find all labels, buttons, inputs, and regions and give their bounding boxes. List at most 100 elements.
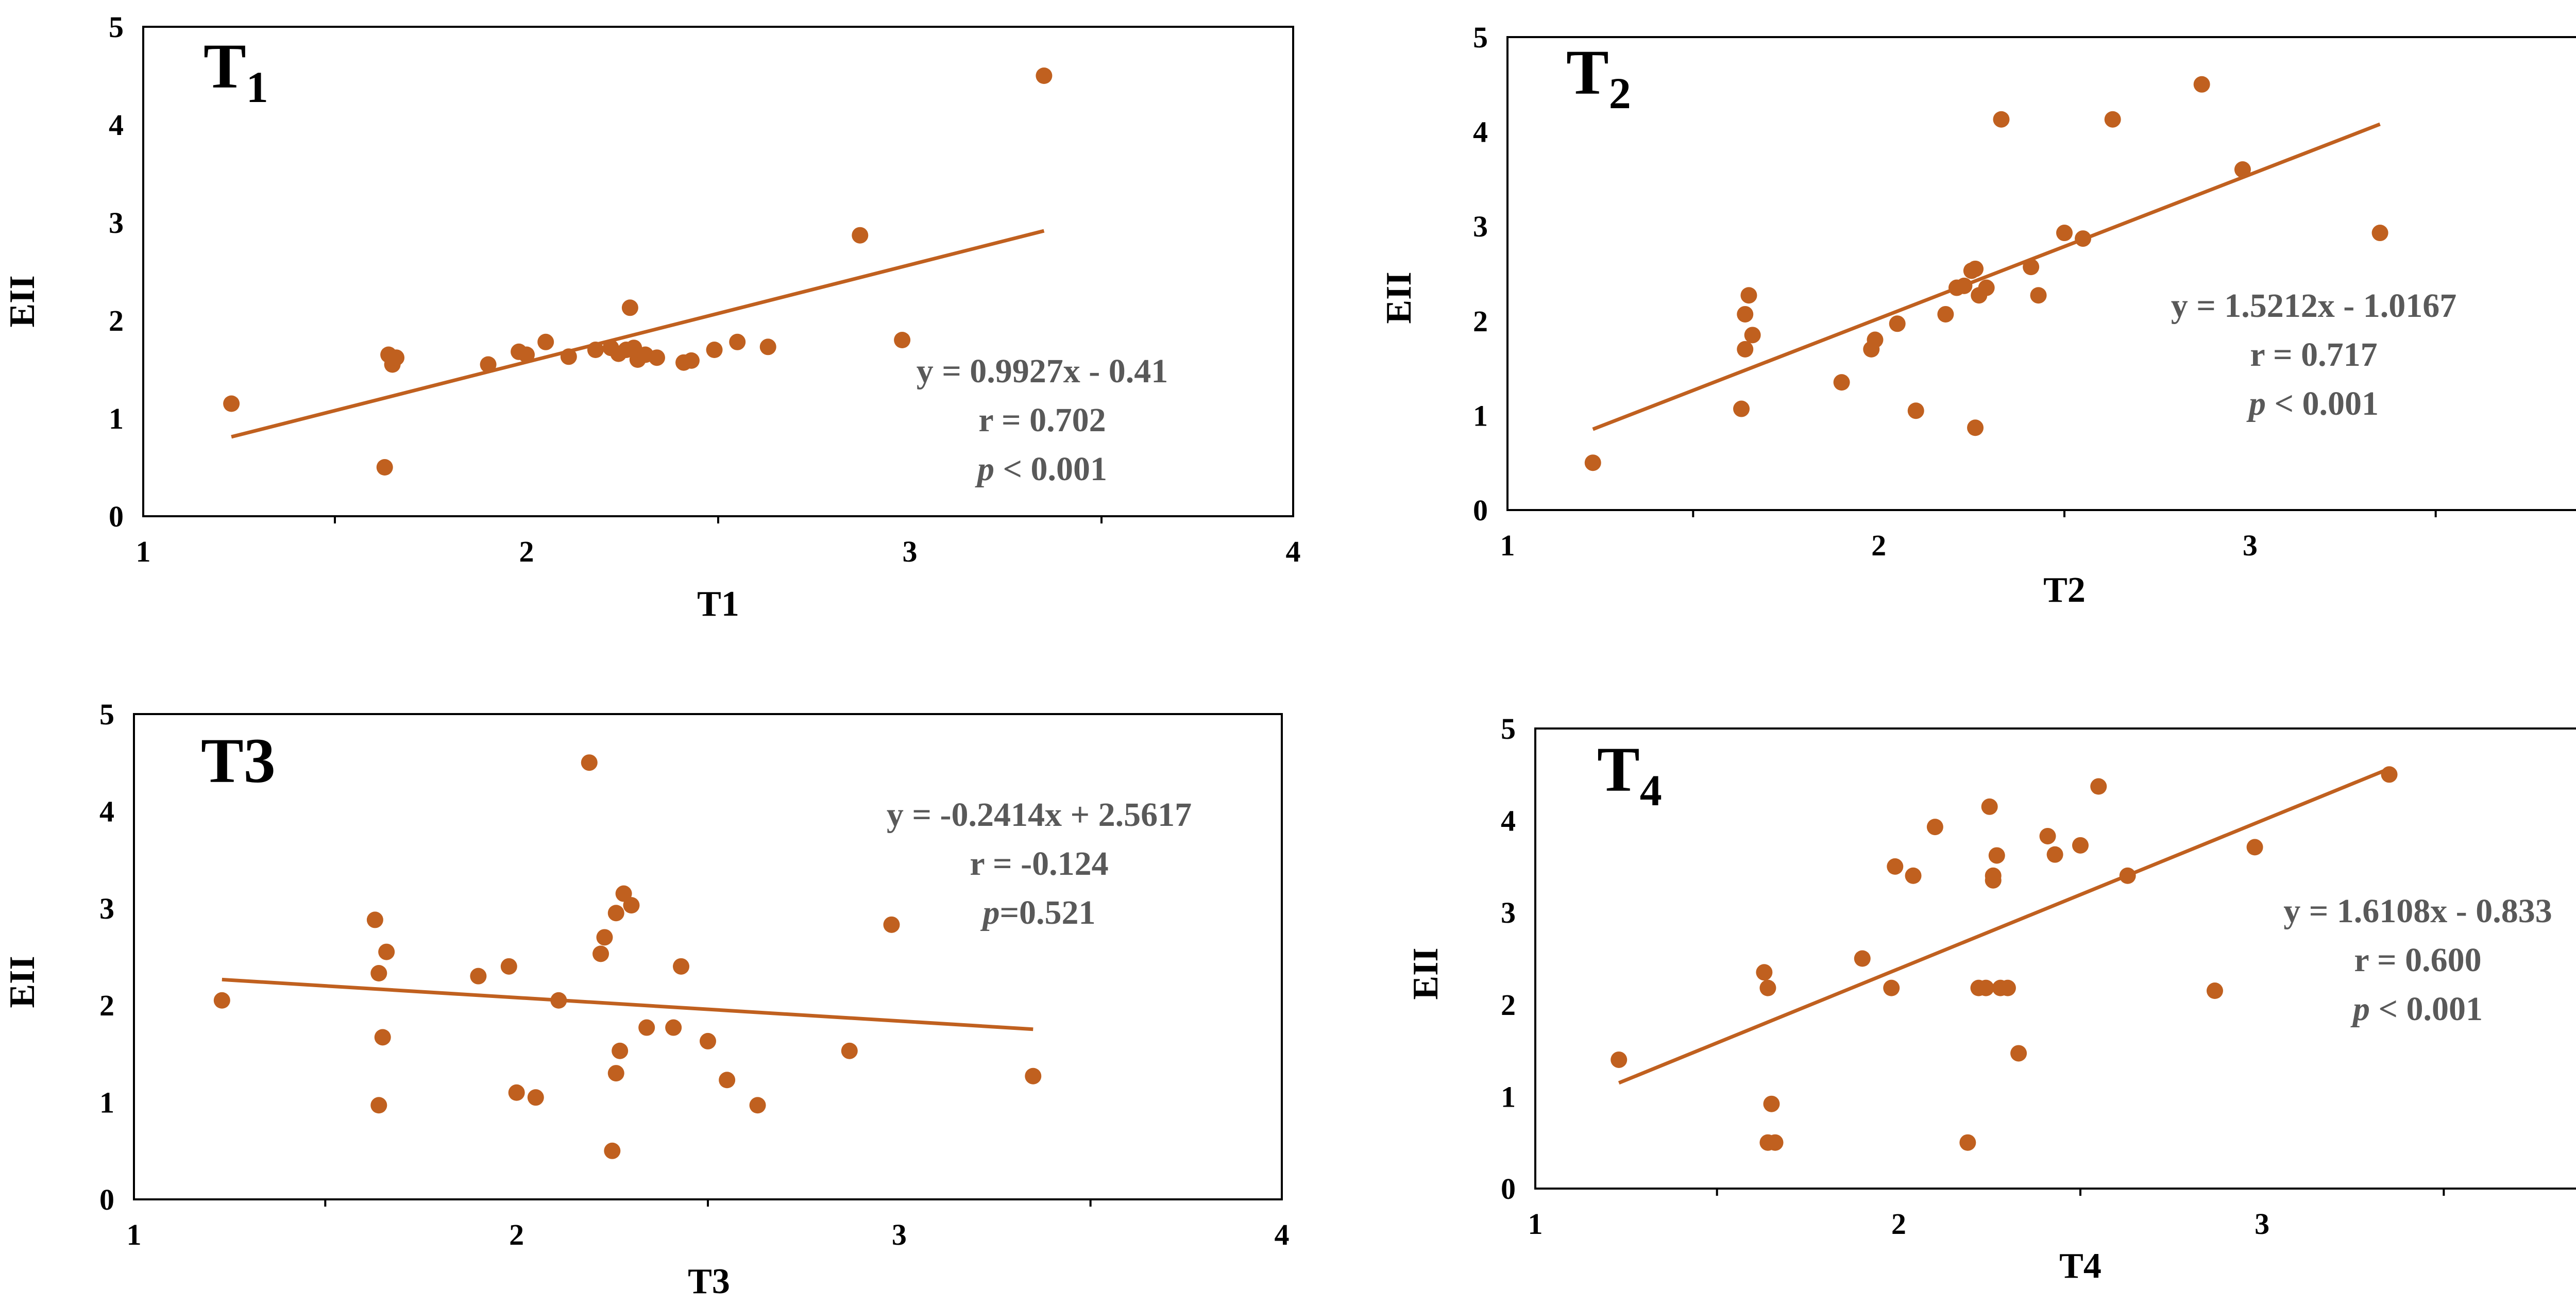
plot-area-frame (133, 713, 1283, 1200)
y-axis-title: EII (3, 956, 42, 1008)
data-point (1978, 279, 1995, 296)
x-tick-label: 1 (1500, 529, 1515, 562)
x-axis-title: T3 (688, 1262, 730, 1301)
x-tick-label: 1 (127, 1218, 142, 1251)
data-point (719, 1072, 736, 1089)
panel-label-subscript: 1 (246, 62, 268, 112)
data-point (2104, 111, 2121, 128)
x-tick-label: 3 (2255, 1207, 2269, 1241)
data-point (1584, 454, 1601, 471)
data-point (673, 958, 690, 975)
data-point (841, 1042, 858, 1059)
data-point (1756, 964, 1773, 981)
data-point (1611, 1051, 1628, 1068)
p-symbol: p (2350, 990, 2370, 1028)
panel-label-main: T (204, 31, 246, 101)
data-point (1985, 872, 2002, 889)
data-point (638, 1019, 655, 1036)
data-point (527, 1089, 544, 1106)
data-point (1763, 1095, 1780, 1112)
y-tick-labels: 0 1 2 3 4 5 (1501, 712, 1516, 1206)
data-point (683, 352, 700, 369)
y-tick-label: 0 (1501, 1172, 1516, 1206)
data-point (648, 349, 665, 366)
data-point (665, 1019, 682, 1036)
data-point (1999, 979, 2016, 996)
y-tick-label: 4 (109, 108, 124, 142)
data-point (1905, 867, 1922, 884)
data-point (1907, 402, 1924, 419)
x-axis-title: T1 (697, 584, 739, 624)
p-value: p < 0.001 (975, 450, 1107, 488)
data-point (1740, 287, 1757, 304)
data-point (1767, 1134, 1784, 1151)
data-point (2246, 839, 2263, 856)
data-point (378, 943, 395, 960)
data-point (2371, 225, 2388, 242)
x-tick-label: 4 (1275, 1218, 1290, 1251)
y-tick-label: 2 (99, 989, 114, 1022)
data-point (612, 1042, 629, 1059)
y-tick-label: 1 (1473, 399, 1488, 432)
data-point (2090, 778, 2107, 795)
data-point (1744, 327, 1761, 344)
data-point (2072, 837, 2089, 854)
x-axis-title: T2 (2043, 570, 2086, 610)
data-point (894, 332, 911, 348)
data-points (223, 67, 1053, 476)
y-axis-title: EII (1406, 947, 1446, 999)
p-symbol: p (980, 894, 999, 931)
correlation-coefficient: r = 0.600 (2354, 941, 2481, 979)
y-tick-label: 4 (1473, 115, 1488, 149)
y-tick-label: 5 (1473, 21, 1488, 54)
x-axis-title: T4 (2059, 1246, 2102, 1286)
data-point (852, 227, 869, 244)
regression-equation: y = 1.5212x - 1.0167 (2171, 287, 2457, 325)
y-tick-label: 3 (1501, 896, 1516, 929)
y-tick-label: 1 (109, 402, 124, 435)
data-point (213, 992, 230, 1009)
data-points (213, 754, 1042, 1159)
correlation-coefficient: r = -0.124 (970, 845, 1108, 883)
data-point (1759, 979, 1776, 996)
y-tick-label: 1 (99, 1086, 114, 1120)
plot-area-frame (1506, 36, 2576, 511)
panel-label-main: T3 (201, 725, 276, 796)
data-point (1025, 1067, 1042, 1084)
p-value: p < 0.001 (2350, 990, 2483, 1028)
data-point (615, 885, 632, 902)
data-point (2046, 846, 2063, 863)
x-tick-label: 2 (509, 1218, 524, 1251)
y-tick-label: 5 (1501, 712, 1516, 745)
data-point (518, 346, 535, 363)
data-point (607, 905, 624, 922)
data-point (1854, 950, 1871, 967)
data-point (376, 459, 393, 476)
data-point (1967, 419, 1984, 436)
data-point (596, 929, 613, 946)
data-point (621, 299, 638, 316)
data-point (1981, 798, 1998, 815)
data-point (1833, 374, 1850, 391)
data-point (370, 1097, 387, 1114)
data-point (388, 349, 405, 366)
y-axis-title: EII (1379, 272, 1419, 324)
y-tick-label: 0 (1473, 494, 1488, 527)
y-tick-label: 3 (99, 892, 114, 925)
y-tick-label: 0 (109, 500, 124, 533)
y-tick-label: 5 (99, 698, 114, 731)
y-tick-labels: 0 1 2 3 4 5 (1473, 21, 1488, 527)
data-point (759, 338, 776, 355)
data-point (2030, 287, 2047, 304)
x-axis-minor-ticks (1692, 510, 2437, 517)
y-tick-label: 5 (109, 10, 124, 44)
data-point (1887, 858, 1904, 875)
panel-label: T4 (1597, 734, 1662, 815)
p-value-rest: < 0.001 (2370, 990, 2483, 1028)
x-tick-label: 2 (519, 535, 534, 568)
data-point (1889, 315, 1906, 332)
